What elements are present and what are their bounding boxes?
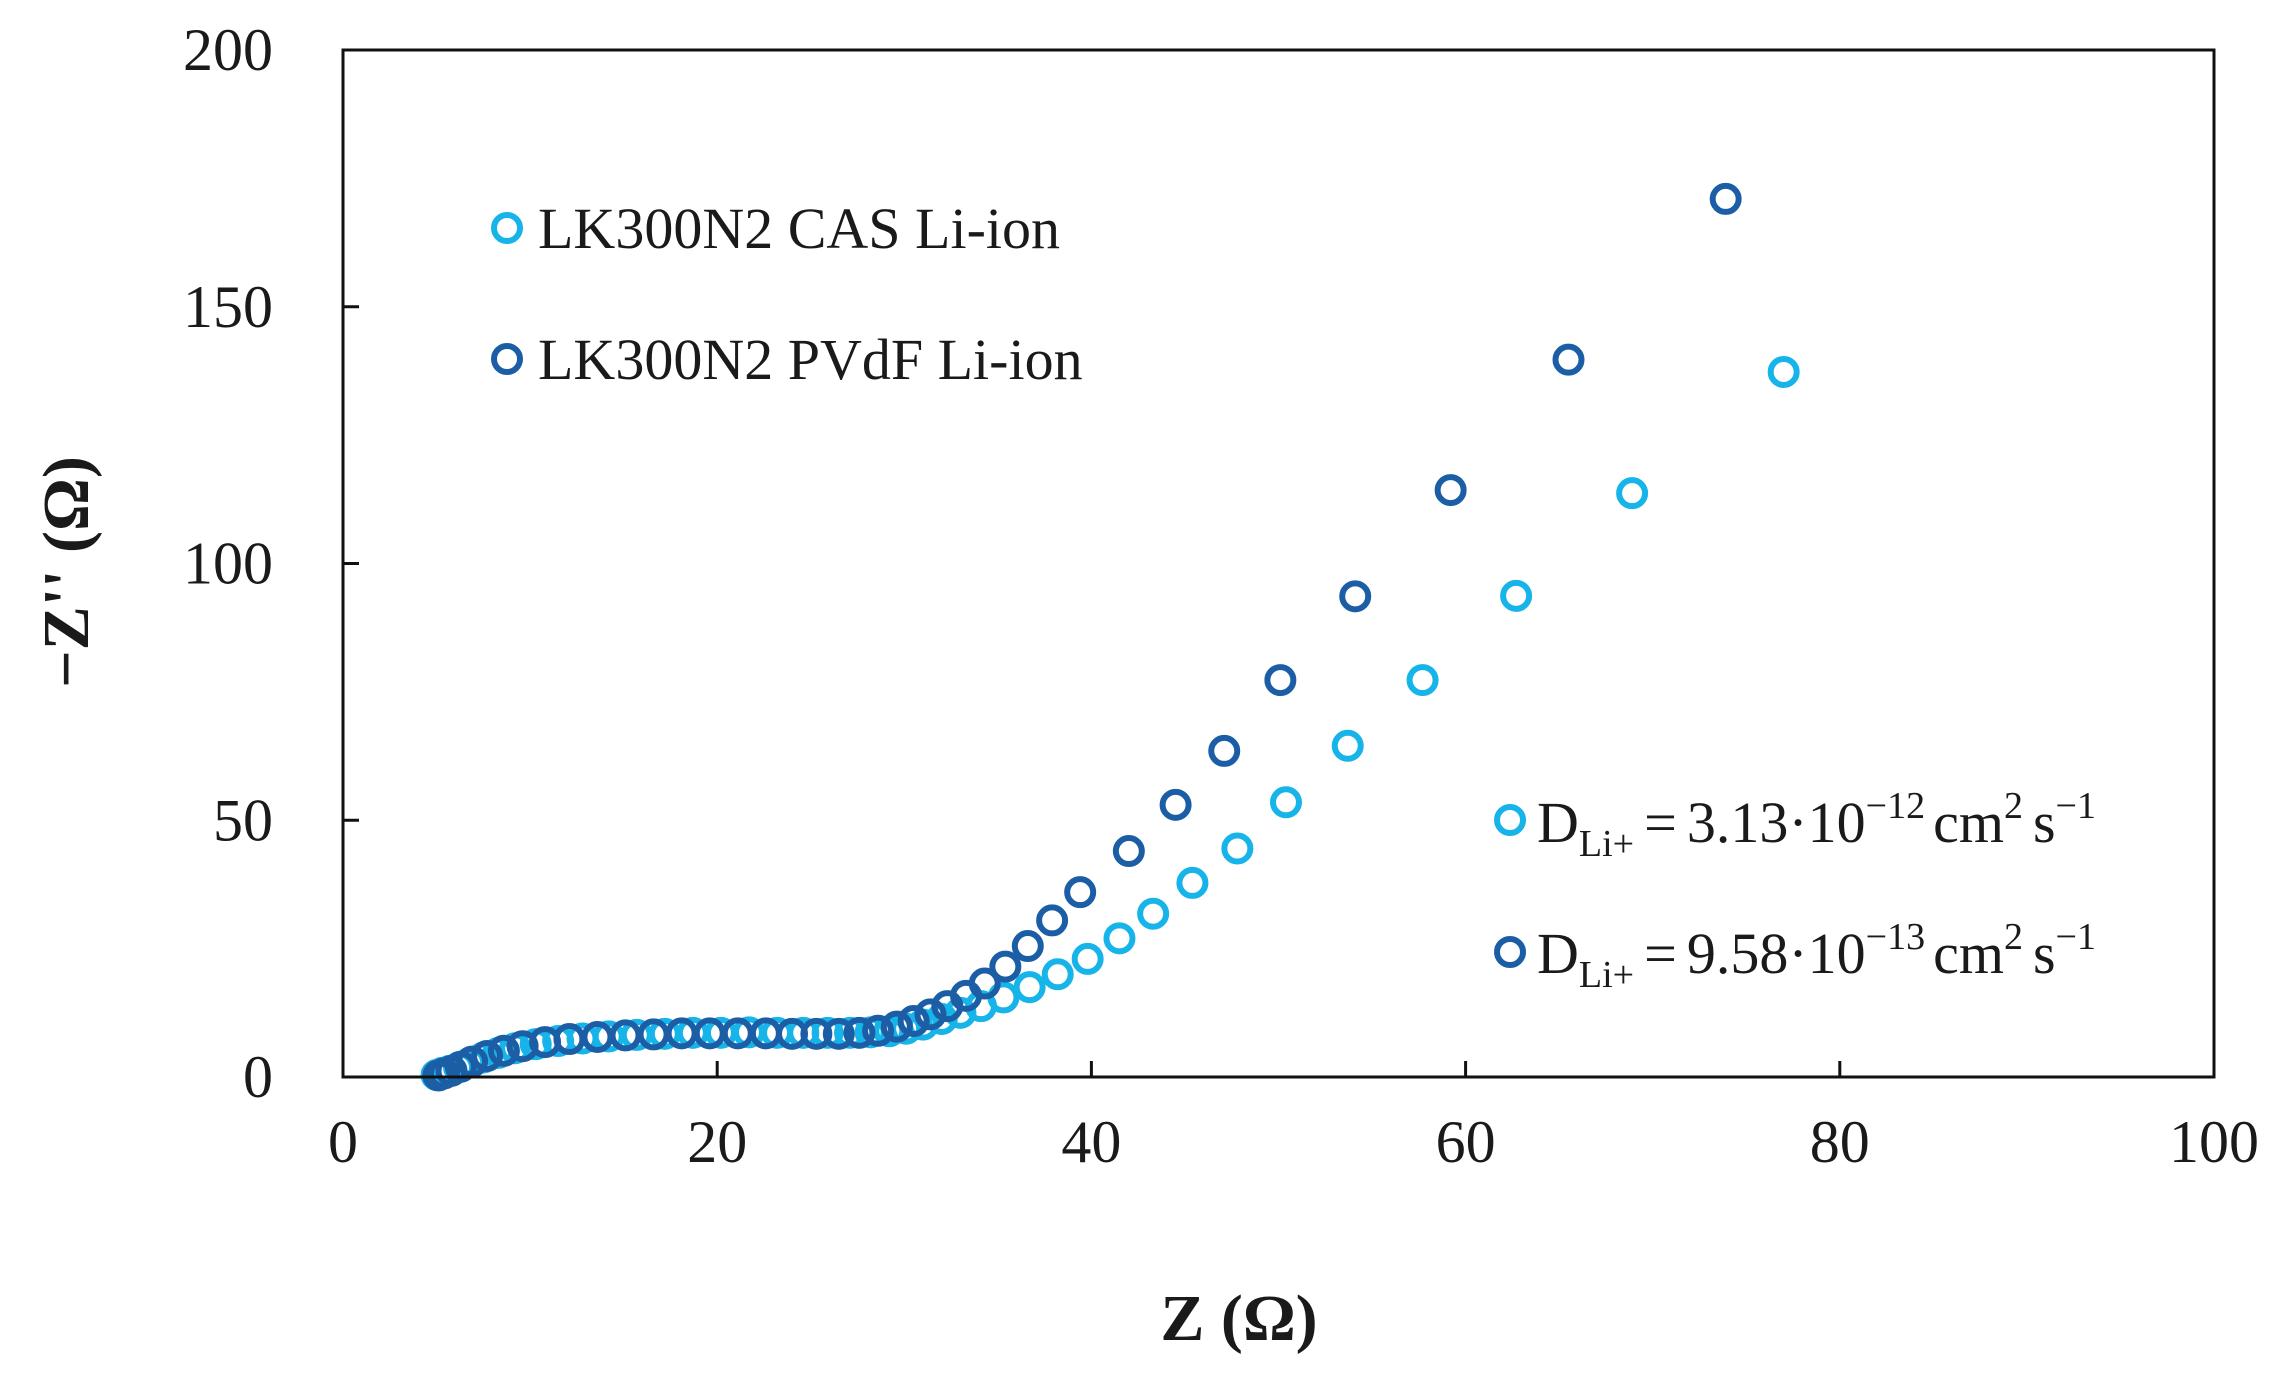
- annotation-value: 9.58·10: [1687, 921, 1866, 986]
- data-point: [487, 1034, 520, 1067]
- y-tick-label: 200: [183, 17, 273, 83]
- annotation-unit2-exp: −1: [2056, 916, 2096, 958]
- legend-marker-pvdf: [491, 343, 523, 375]
- annotation-marker-cas: [1494, 804, 1526, 836]
- annotation-text-pvdf: DLi+ = 9.58·10−13 cm2 s−1: [1537, 916, 2096, 996]
- data-point: [1137, 897, 1170, 930]
- data-point: [1616, 477, 1649, 510]
- data-point: [1159, 788, 1192, 821]
- data-point: [1071, 942, 1104, 975]
- data-point: [456, 1045, 489, 1078]
- x-axis-title: Z (Ω): [1160, 1282, 1317, 1355]
- series-1: [422, 182, 1742, 1092]
- annotation-exponent: −13: [1866, 916, 1925, 958]
- data-point: [1552, 343, 1585, 376]
- annotation-unit: cm: [1933, 921, 2004, 986]
- data-point: [1036, 904, 1069, 937]
- annotation-subscript: Li+: [1579, 823, 1634, 865]
- x-tick-label: 40: [1061, 1109, 1121, 1175]
- annotation-cas: DLi+ = 3.13·10−12 cm2 s−1: [1494, 785, 2096, 865]
- data-point: [811, 1016, 844, 1049]
- annotation-unit2: s: [2033, 790, 2056, 855]
- annotation-symbol: D: [1537, 790, 1579, 855]
- x-tick-label: 20: [687, 1109, 747, 1175]
- annotation-unit: cm: [1933, 790, 2004, 855]
- data-point: [1331, 729, 1364, 762]
- legend: LK300N2 CAS Li-ion LK300N2 PVdF Li-ion: [491, 196, 1083, 392]
- data-point: [1221, 832, 1254, 865]
- data-point: [1264, 664, 1297, 697]
- y-axis-title: −Z'' (Ω): [30, 456, 103, 688]
- data-point: [862, 1014, 895, 1047]
- x-tick-label: 80: [1810, 1109, 1870, 1175]
- data-point: [822, 1017, 855, 1050]
- x-axis-ticks: 0 20 40 60 80 100: [328, 1061, 2259, 1175]
- legend-label-pvdf: LK300N2 PVdF Li-ion: [538, 327, 1083, 392]
- data-point: [843, 1016, 876, 1049]
- x-tick-label: 0: [328, 1109, 358, 1175]
- data-point: [1064, 876, 1097, 909]
- annotation-marker-pvdf: [1494, 936, 1526, 968]
- annotation-unit-exp: 2: [2004, 916, 2023, 958]
- data-point: [1011, 930, 1044, 963]
- data-points: [420, 182, 1800, 1092]
- data-point: [989, 950, 1022, 983]
- annotation-value: 3.13·10: [1687, 790, 1866, 855]
- annotation-exponent: −12: [1866, 785, 1925, 827]
- diffusion-annotations: DLi+ = 3.13·10−12 cm2 s−1 DLi+ = 9.58·10−13 cm2…: [1494, 785, 2096, 996]
- x-tick-label: 100: [2169, 1109, 2259, 1175]
- y-tick-label: 50: [213, 787, 273, 853]
- data-point: [897, 1005, 930, 1038]
- y-axis-ticks: 0 50 100 150 200: [183, 17, 359, 1110]
- data-point: [800, 1017, 833, 1050]
- y-tick-label: 150: [183, 274, 273, 340]
- plot-frame: [341, 48, 2216, 1079]
- annotation-unit-exp: 2: [2004, 785, 2023, 827]
- legend-marker-cas: [491, 212, 523, 244]
- annotation-equals: =: [1644, 790, 1677, 855]
- annotation-unit2-exp: −1: [2056, 785, 2096, 827]
- legend-item-cas: LK300N2 CAS Li-ion: [491, 196, 1060, 261]
- data-point: [1406, 664, 1439, 697]
- data-point: [914, 998, 947, 1031]
- data-point: [1339, 580, 1372, 613]
- x-tick-label: 60: [1436, 1109, 1496, 1175]
- annotation-pvdf: DLi+ = 9.58·10−13 cm2 s−1: [1494, 916, 2096, 996]
- data-point: [1013, 971, 1046, 1004]
- annotation-subscript: Li+: [1579, 954, 1634, 996]
- data-point: [471, 1039, 504, 1072]
- data-point: [1767, 355, 1800, 388]
- annotation-symbol: D: [1537, 921, 1579, 986]
- annotation-unit2: s: [2033, 921, 2056, 986]
- legend-item-pvdf: LK300N2 PVdF Li-ion: [491, 327, 1083, 392]
- y-tick-label: 100: [183, 531, 273, 597]
- data-point: [1112, 835, 1145, 868]
- data-point: [1208, 734, 1241, 767]
- y-tick-label: 0: [243, 1044, 273, 1110]
- annotation-equals: =: [1644, 921, 1677, 986]
- data-point: [1269, 786, 1302, 819]
- data-point: [1176, 866, 1209, 899]
- data-point: [1041, 958, 1074, 991]
- data-point: [968, 967, 1001, 1000]
- annotation-text-cas: DLi+ = 3.13·10−12 cm2 s−1: [1537, 785, 2096, 865]
- data-point: [1103, 922, 1136, 955]
- legend-label-cas: LK300N2 CAS Li-ion: [538, 196, 1060, 261]
- data-point: [880, 1010, 913, 1043]
- data-point: [1709, 182, 1742, 215]
- data-point: [1434, 474, 1467, 507]
- data-point: [1500, 579, 1533, 612]
